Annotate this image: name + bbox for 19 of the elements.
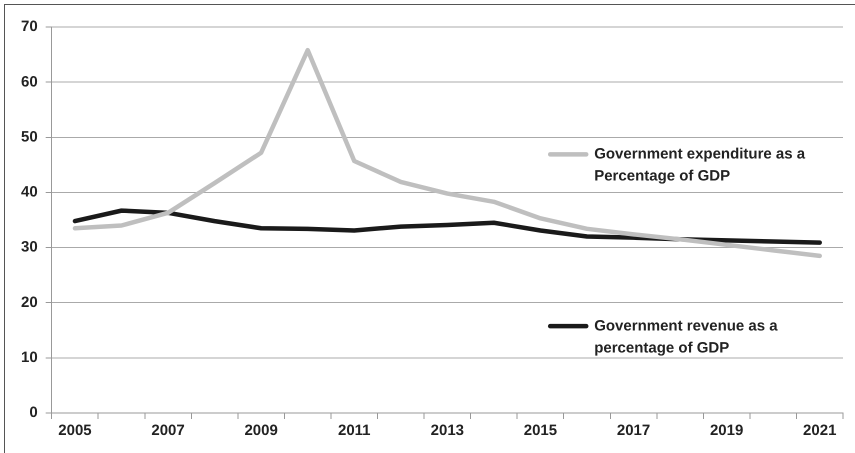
x-tick-label: 2011 — [338, 422, 371, 440]
y-tick-label: 70 — [20, 18, 38, 36]
y-tick-label: 30 — [20, 238, 38, 256]
y-tick-label: 0 — [29, 404, 38, 422]
x-tick-label: 2019 — [710, 422, 744, 440]
x-tick-label: 2015 — [524, 422, 558, 440]
y-tick-label: 50 — [20, 128, 38, 146]
x-tick-label: 2007 — [151, 422, 185, 440]
legend-label: Government revenue as a percentage of GDP — [594, 317, 778, 356]
x-tick-label: 2005 — [58, 422, 92, 440]
x-tick-label: 2017 — [616, 422, 650, 440]
x-tick-label: 2009 — [244, 422, 278, 440]
legend-label: Government expenditure as a Percentage of GDP — [594, 146, 806, 185]
y-tick-label: 20 — [20, 294, 38, 311]
x-tick-label: 2021 — [803, 422, 836, 440]
y-tick-label: 60 — [20, 73, 38, 90]
x-tick-label: 2013 — [430, 422, 464, 440]
y-tick-label: 40 — [20, 184, 38, 201]
y-tick-label: 10 — [20, 349, 38, 366]
